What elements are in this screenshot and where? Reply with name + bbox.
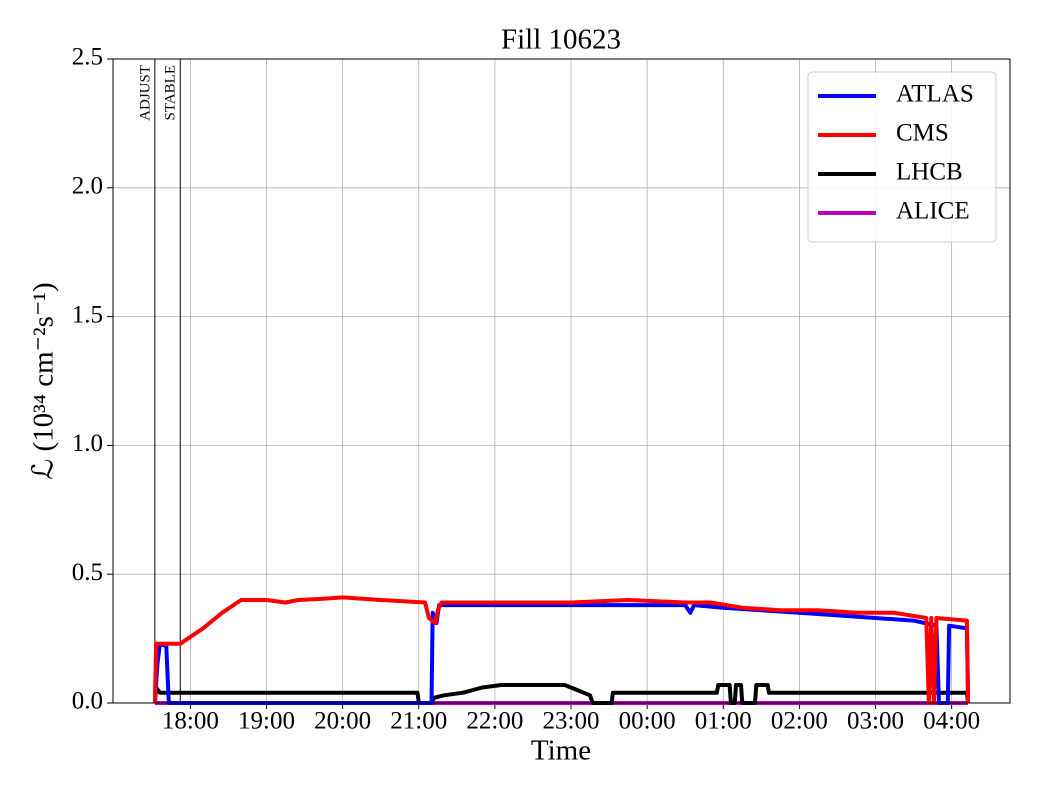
annotation-label: STABLE bbox=[163, 65, 179, 120]
y-tick-label: 0.0 bbox=[72, 688, 103, 715]
legend-label: CMS bbox=[896, 120, 949, 147]
x-tick-label: 00:00 bbox=[619, 708, 676, 735]
x-axis-label: Time bbox=[531, 735, 591, 767]
x-tick-label: 19:00 bbox=[238, 708, 295, 735]
x-tick-label: 20:00 bbox=[314, 708, 371, 735]
x-tick-label: 02:00 bbox=[771, 708, 828, 735]
plot-frame bbox=[112, 58, 1011, 704]
y-axis-label: ℒ (10³⁴ cm⁻²s⁻¹) bbox=[28, 282, 60, 479]
legend-label: LHCB bbox=[896, 159, 963, 186]
y-tick-label: 2.0 bbox=[72, 173, 103, 200]
x-tick-label: 01:00 bbox=[695, 708, 752, 735]
x-tick-label: 04:00 bbox=[923, 708, 980, 735]
series-line bbox=[152, 595, 971, 705]
legend-box bbox=[807, 71, 997, 243]
chart-title: Fill 10623 bbox=[501, 24, 621, 56]
x-tick-label: 21:00 bbox=[390, 708, 447, 735]
x-tick-label: 03:00 bbox=[847, 708, 904, 735]
y-tick-label: 2.5 bbox=[72, 44, 103, 71]
y-tick-label: 1.5 bbox=[72, 301, 103, 328]
x-tick-label: 18:00 bbox=[162, 708, 219, 735]
legend-label: ALICE bbox=[896, 198, 970, 225]
legend-label: ATLAS bbox=[896, 81, 974, 108]
x-tick-label: 23:00 bbox=[543, 708, 600, 735]
y-tick-label: 0.5 bbox=[72, 559, 103, 586]
y-tick-label: 1.0 bbox=[72, 430, 103, 457]
x-tick-label: 22:00 bbox=[466, 708, 523, 735]
annotation-label: ADJUST bbox=[137, 65, 153, 121]
